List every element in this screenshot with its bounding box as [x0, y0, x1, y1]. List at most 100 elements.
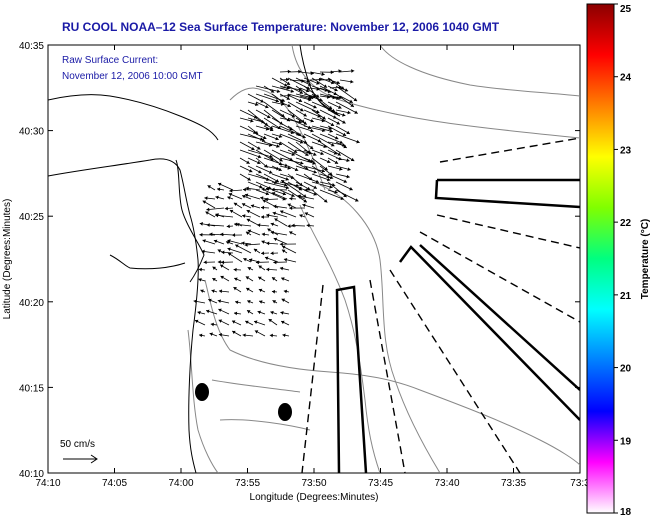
- current-vector-arrow: [239, 117, 254, 123]
- current-vector-arrow: [279, 266, 290, 271]
- current-vector-arrow: [327, 101, 342, 109]
- current-vector-arrow: [319, 77, 332, 82]
- current-vector-arrow: [215, 195, 225, 200]
- current-vector-arrow: [242, 333, 254, 338]
- bathymetry-contour-coastal-shelf: [204, 279, 580, 466]
- coastline-staten-island: [48, 94, 219, 141]
- current-vector-arrow: [261, 251, 270, 256]
- current-vector-arrow: [283, 289, 290, 294]
- current-vector-arrow: [279, 149, 296, 156]
- current-vector-arrow: [304, 212, 315, 218]
- current-vector-arrow: [329, 95, 343, 100]
- current-vector-arrow: [335, 173, 350, 179]
- x-tick-label: 74:00: [168, 478, 193, 489]
- x-tick-label: 73:3: [570, 478, 590, 489]
- current-vector-arrow: [279, 69, 291, 74]
- x-tick-label: 74:10: [35, 478, 60, 489]
- current-vector-arrow: [319, 189, 345, 201]
- station-marker-east: [278, 403, 292, 421]
- current-vector-arrow: [203, 260, 216, 265]
- current-vector-arrow: [245, 320, 254, 326]
- current-vector-arrow: [335, 117, 346, 124]
- current-vector-arrow: [289, 87, 303, 92]
- current-vector-arrow: [319, 109, 337, 119]
- current-vector-arrow: [227, 239, 243, 245]
- current-vector-arrow: [311, 173, 331, 182]
- current-vector-arrow: [295, 181, 311, 191]
- current-vector-arrow: [234, 222, 252, 227]
- current-vector-arrow: [255, 149, 274, 161]
- current-vector-arrow: [295, 109, 307, 117]
- colorbar-tick-label: 22: [620, 218, 632, 229]
- current-vector-arrow: [243, 257, 252, 263]
- current-vector-arrow: [244, 243, 261, 247]
- current-vector-arrow: [194, 319, 206, 326]
- dashed-line-5: [369, 279, 406, 473]
- current-vector-arrow: [247, 300, 254, 304]
- current-vector-arrow: [247, 101, 259, 107]
- current-vector-arrow: [319, 95, 331, 99]
- inset-line-1: Raw Surface Current:: [62, 55, 158, 66]
- current-vector-arrow: [246, 309, 254, 315]
- current-vector-arrow: [270, 230, 288, 236]
- current-vector-arrow: [205, 309, 218, 315]
- current-vector-arrow: [271, 157, 283, 166]
- current-vector-arrow: [239, 173, 251, 181]
- current-vector-arrow: [299, 95, 312, 101]
- current-vector-arrow: [247, 149, 273, 159]
- current-vector-arrow: [335, 165, 351, 171]
- current-vector-arrow: [306, 223, 315, 228]
- bathymetry-contour-shoal: [211, 379, 311, 431]
- current-vector-arrow: [279, 181, 300, 188]
- current-vector-arrow: [198, 267, 206, 272]
- current-vector-arrow: [335, 181, 353, 191]
- current-vector-arrow: [329, 85, 342, 90]
- current-vector-arrow: [253, 248, 261, 254]
- current-vector-arrow: [329, 79, 341, 85]
- current-vector-arrow: [303, 133, 322, 143]
- current-vector-arrow: [303, 165, 326, 173]
- current-vector-arrow: [199, 232, 216, 237]
- current-vector-arrow: [220, 232, 234, 237]
- current-vector-arrow: [303, 181, 318, 189]
- scale-arrow-icon: [63, 454, 98, 464]
- current-vector-arrow: [335, 141, 347, 149]
- current-vector-arrow: [260, 205, 270, 210]
- y-tick-label: 40:20: [19, 298, 44, 309]
- current-vector-arrow: [255, 109, 271, 119]
- y-tick-label: 40:25: [19, 212, 44, 223]
- current-vector-arrow: [311, 109, 326, 120]
- current-vector-arrow: [289, 95, 303, 103]
- surface-current-vectors: [193, 69, 360, 338]
- station-marker-west: [195, 383, 209, 401]
- bathymetry-contour-harbor: [229, 87, 326, 191]
- current-vector-arrow: [247, 229, 261, 236]
- colorbar-tick-label: 18: [620, 507, 632, 518]
- current-vector-arrow: [207, 185, 216, 191]
- coastline-sandy-hook: [175, 159, 205, 283]
- current-vector-arrow: [233, 286, 242, 293]
- current-vector-arrow: [335, 189, 359, 202]
- current-vector-arrow: [263, 181, 290, 190]
- current-vector-arrow: [295, 165, 317, 174]
- current-vector-arrow: [303, 125, 326, 133]
- current-vector-arrow: [295, 77, 312, 86]
- y-tick-label: 40:35: [19, 41, 44, 52]
- current-vector-arrow: [271, 192, 288, 200]
- x-tick-label: 73:45: [368, 478, 393, 489]
- current-vector-arrow: [303, 77, 320, 85]
- current-vector-arrow: [247, 165, 262, 174]
- current-vector-arrow: [279, 157, 304, 165]
- current-vector-arrow: [221, 260, 234, 265]
- current-vector-arrow: [245, 276, 254, 282]
- map-title: RU COOL NOAA–12 Sea Surface Temperature:…: [62, 20, 500, 34]
- current-vector-arrow: [311, 125, 333, 133]
- current-vector-arrow: [225, 240, 234, 245]
- bathymetry-contour-channel-east: [319, 184, 441, 473]
- current-vector-arrow: [258, 300, 266, 304]
- map-frame: [47, 44, 581, 474]
- current-vector-arrow: [232, 233, 243, 237]
- current-vector-arrow: [281, 245, 297, 254]
- current-vector-arrow: [250, 204, 261, 209]
- current-vector-arrow: [327, 157, 339, 165]
